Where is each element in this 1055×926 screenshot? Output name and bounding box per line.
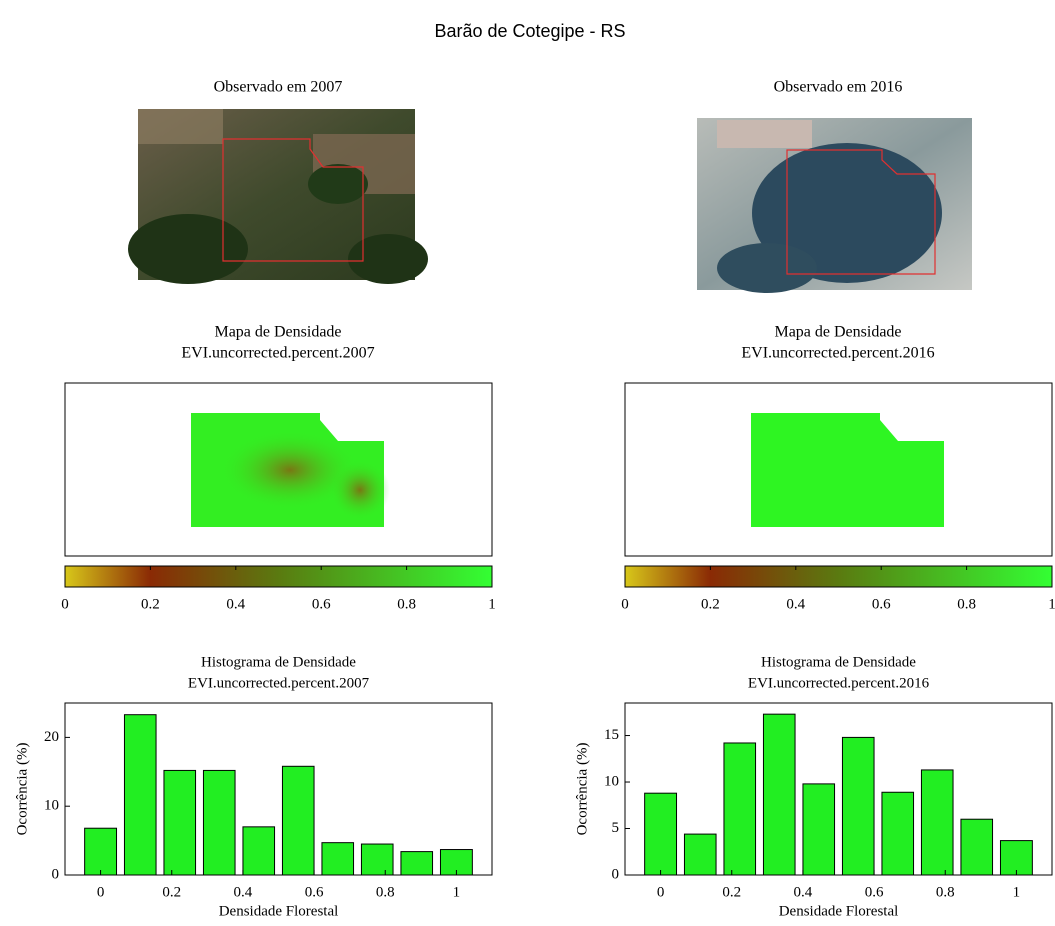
- bar: [1000, 841, 1032, 875]
- y-tick-label: 0: [612, 866, 620, 882]
- y-tick-label: 0: [52, 866, 60, 882]
- bar: [361, 844, 393, 875]
- chart-title: EVI.uncorrected.percent.2007: [188, 675, 370, 691]
- x-tick-label: 0.6: [305, 884, 324, 900]
- satellite-image: [697, 118, 972, 293]
- map-title: Mapa de Densidade: [214, 324, 341, 341]
- bar: [684, 834, 716, 875]
- colorbar-tick-label: 0.6: [872, 596, 891, 612]
- colorbar-tick-label: 0.4: [786, 596, 805, 612]
- colorbar-tick-label: 0: [61, 596, 69, 612]
- x-tick-label: 0: [97, 884, 105, 900]
- x-tick-label: 0.2: [722, 884, 741, 900]
- y-tick-label: 15: [604, 727, 619, 743]
- colorbar: [625, 566, 1052, 587]
- map-title: EVI.uncorrected.percent.2007: [181, 345, 374, 362]
- chart-title: EVI.uncorrected.percent.2016: [748, 675, 930, 691]
- x-axis-label: Densidade Florestal: [779, 903, 899, 919]
- x-tick-label: 0.2: [162, 884, 181, 900]
- bar: [243, 827, 275, 875]
- bar: [724, 743, 756, 875]
- image-title: Observado em 2016: [774, 79, 903, 96]
- x-tick-label: 0.4: [234, 884, 253, 900]
- colorbar-tick-label: 0.4: [226, 596, 245, 612]
- bar: [842, 737, 874, 875]
- x-tick-label: 0.4: [794, 884, 813, 900]
- x-tick-label: 1: [453, 884, 461, 900]
- chart-title: Histograma de Densidade: [201, 654, 356, 670]
- bar: [645, 793, 677, 875]
- density-map: [625, 383, 1052, 556]
- y-tick-label: 20: [44, 729, 59, 745]
- figure-title: Barão de Cotegipe - RS: [434, 21, 625, 41]
- bar: [203, 770, 235, 875]
- bar: [282, 766, 314, 875]
- bar: [164, 770, 196, 875]
- bar: [803, 784, 835, 875]
- bar: [401, 852, 433, 875]
- density-map: [65, 383, 492, 556]
- colorbar-tick-label: 0.2: [141, 596, 160, 612]
- x-tick-label: 0.8: [936, 884, 955, 900]
- colorbar-tick-label: 1: [1048, 596, 1055, 612]
- map-title: EVI.uncorrected.percent.2016: [741, 345, 934, 362]
- bar: [322, 843, 354, 875]
- bar: [882, 792, 914, 875]
- y-axis-label: Ocorrência (%): [14, 743, 30, 836]
- colorbar-tick-label: 0.2: [701, 596, 720, 612]
- colorbar-tick-label: 0.8: [957, 596, 976, 612]
- colorbar-tick-label: 0.8: [397, 596, 416, 612]
- figure: Barão de Cotegipe - RS Observado em 2007…: [0, 0, 1055, 926]
- bar: [85, 828, 117, 875]
- bar: [124, 715, 156, 875]
- map-title: Mapa de Densidade: [774, 324, 901, 341]
- bar: [763, 714, 795, 875]
- colorbar-tick-label: 0.6: [312, 596, 331, 612]
- x-tick-label: 0.6: [865, 884, 884, 900]
- y-tick-label: 10: [604, 773, 619, 789]
- y-tick-label: 10: [44, 798, 59, 814]
- bar: [921, 770, 953, 875]
- bar: [961, 819, 993, 875]
- colorbar-tick-label: 1: [488, 596, 496, 612]
- image-title: Observado em 2007: [214, 79, 343, 96]
- satellite-image: [128, 109, 428, 284]
- x-tick-label: 1: [1013, 884, 1021, 900]
- y-tick-label: 5: [612, 820, 620, 836]
- x-tick-label: 0.8: [376, 884, 395, 900]
- x-tick-label: 0: [657, 884, 665, 900]
- colorbar: [65, 566, 492, 587]
- y-axis-label: Ocorrência (%): [574, 743, 590, 836]
- colorbar-tick-label: 0: [621, 596, 629, 612]
- x-axis-label: Densidade Florestal: [219, 903, 339, 919]
- chart-title: Histograma de Densidade: [761, 654, 916, 670]
